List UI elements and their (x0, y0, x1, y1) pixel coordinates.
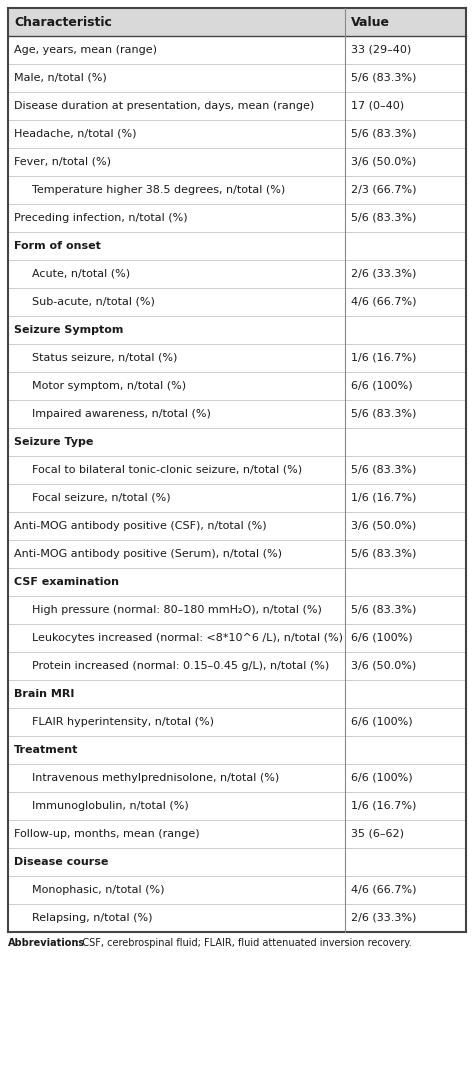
Bar (8, 92, 466, 120)
Text: 4/6 (66.7%): 4/6 (66.7%) (351, 885, 416, 895)
Text: : CSF, cerebrospinal fluid; FLAIR, fluid attenuated inversion recovery.: : CSF, cerebrospinal fluid; FLAIR, fluid… (76, 938, 412, 948)
Text: Follow-up, months, mean (range): Follow-up, months, mean (range) (14, 828, 200, 839)
Text: 6/6 (100%): 6/6 (100%) (351, 773, 412, 783)
Text: Intravenous methylprednisolone, n/total (%): Intravenous methylprednisolone, n/total … (32, 773, 279, 783)
Text: High pressure (normal: 80–180 mmH₂O), n/total (%): High pressure (normal: 80–180 mmH₂O), n/… (32, 605, 322, 615)
Text: Value: Value (351, 15, 390, 29)
Bar (8, 7, 466, 36)
Text: Impaired awareness, n/total (%): Impaired awareness, n/total (%) (32, 409, 211, 419)
Bar (8, 876, 466, 904)
Bar (8, 597, 466, 624)
Text: Motor symptom, n/total (%): Motor symptom, n/total (%) (32, 381, 186, 391)
Bar (8, 400, 466, 428)
Text: 17 (0–40): 17 (0–40) (351, 100, 404, 111)
Text: Abbreviations: Abbreviations (8, 938, 85, 948)
Text: Seizure Symptom: Seizure Symptom (14, 325, 123, 335)
Text: Protein increased (normal: 0.15–0.45 g/L), n/total (%): Protein increased (normal: 0.15–0.45 g/L… (32, 661, 329, 671)
Bar (8, 372, 466, 400)
Text: Characteristic: Characteristic (14, 15, 112, 29)
Bar (8, 148, 466, 176)
Bar (8, 568, 466, 597)
Text: Fever, n/total (%): Fever, n/total (%) (14, 157, 111, 167)
Text: 6/6 (100%): 6/6 (100%) (351, 633, 412, 642)
Bar (8, 316, 466, 344)
Text: Disease course: Disease course (14, 857, 109, 867)
Bar (8, 176, 466, 204)
Text: Anti-MOG antibody positive (CSF), n/total (%): Anti-MOG antibody positive (CSF), n/tota… (14, 521, 266, 531)
Text: Temperature higher 38.5 degrees, n/total (%): Temperature higher 38.5 degrees, n/total… (32, 185, 285, 195)
Bar (8, 484, 466, 512)
Text: 5/6 (83.3%): 5/6 (83.3%) (351, 409, 416, 419)
Text: Leukocytes increased (normal: <8*10^6 /L), n/total (%): Leukocytes increased (normal: <8*10^6 /L… (32, 633, 343, 642)
Text: Age, years, mean (range): Age, years, mean (range) (14, 45, 157, 55)
Text: 5/6 (83.3%): 5/6 (83.3%) (351, 549, 416, 559)
Text: 2/6 (33.3%): 2/6 (33.3%) (351, 913, 416, 923)
Text: Acute, n/total (%): Acute, n/total (%) (32, 269, 130, 279)
Text: 3/6 (50.0%): 3/6 (50.0%) (351, 521, 416, 531)
Text: 33 (29–40): 33 (29–40) (351, 45, 411, 55)
Text: Disease duration at presentation, days, mean (range): Disease duration at presentation, days, … (14, 100, 314, 111)
Bar (8, 680, 466, 708)
Text: 5/6 (83.3%): 5/6 (83.3%) (351, 465, 416, 475)
Bar (8, 232, 466, 260)
Text: 35 (6–62): 35 (6–62) (351, 828, 404, 839)
Bar (8, 36, 466, 64)
Bar (8, 204, 466, 232)
Text: Form of onset: Form of onset (14, 241, 101, 251)
Bar (8, 288, 466, 316)
Bar (8, 512, 466, 540)
Text: 1/6 (16.7%): 1/6 (16.7%) (351, 493, 416, 503)
Bar (8, 540, 466, 568)
Text: 3/6 (50.0%): 3/6 (50.0%) (351, 157, 416, 167)
Text: 1/6 (16.7%): 1/6 (16.7%) (351, 353, 416, 363)
Text: Male, n/total (%): Male, n/total (%) (14, 73, 107, 83)
Bar (8, 456, 466, 484)
Text: CSF examination: CSF examination (14, 577, 119, 587)
Text: Sub-acute, n/total (%): Sub-acute, n/total (%) (32, 297, 155, 307)
Text: 5/6 (83.3%): 5/6 (83.3%) (351, 605, 416, 615)
Text: Status seizure, n/total (%): Status seizure, n/total (%) (32, 353, 177, 363)
Text: 5/6 (83.3%): 5/6 (83.3%) (351, 129, 416, 139)
Text: Treatment: Treatment (14, 745, 78, 755)
Text: 5/6 (83.3%): 5/6 (83.3%) (351, 73, 416, 83)
Bar (8, 820, 466, 848)
Bar (8, 904, 466, 932)
Bar (8, 260, 466, 288)
Text: 4/6 (66.7%): 4/6 (66.7%) (351, 297, 416, 307)
Text: Headache, n/total (%): Headache, n/total (%) (14, 129, 137, 139)
Bar (8, 344, 466, 372)
Text: Anti-MOG antibody positive (Serum), n/total (%): Anti-MOG antibody positive (Serum), n/to… (14, 549, 282, 559)
Text: Brain MRI: Brain MRI (14, 690, 74, 699)
Bar (8, 735, 466, 764)
Text: Seizure Type: Seizure Type (14, 437, 93, 447)
Text: FLAIR hyperintensity, n/total (%): FLAIR hyperintensity, n/total (%) (32, 717, 214, 727)
Bar (8, 708, 466, 735)
Bar (8, 624, 466, 652)
Text: 2/6 (33.3%): 2/6 (33.3%) (351, 269, 416, 279)
Bar (8, 792, 466, 820)
Text: Preceding infection, n/total (%): Preceding infection, n/total (%) (14, 213, 188, 223)
Text: 5/6 (83.3%): 5/6 (83.3%) (351, 213, 416, 223)
Text: 1/6 (16.7%): 1/6 (16.7%) (351, 801, 416, 811)
Text: Focal seizure, n/total (%): Focal seizure, n/total (%) (32, 493, 171, 503)
Text: Focal to bilateral tonic-clonic seizure, n/total (%): Focal to bilateral tonic-clonic seizure,… (32, 465, 302, 475)
Text: 3/6 (50.0%): 3/6 (50.0%) (351, 661, 416, 671)
Bar (8, 848, 466, 876)
Text: Immunoglobulin, n/total (%): Immunoglobulin, n/total (%) (32, 801, 189, 811)
Bar (8, 120, 466, 148)
Text: 6/6 (100%): 6/6 (100%) (351, 717, 412, 727)
Text: 2/3 (66.7%): 2/3 (66.7%) (351, 185, 416, 195)
Bar (8, 428, 466, 456)
Bar (8, 652, 466, 680)
Bar (8, 764, 466, 792)
Bar (8, 64, 466, 92)
Text: Relapsing, n/total (%): Relapsing, n/total (%) (32, 913, 153, 923)
Text: Monophasic, n/total (%): Monophasic, n/total (%) (32, 885, 164, 895)
Text: 6/6 (100%): 6/6 (100%) (351, 381, 412, 391)
